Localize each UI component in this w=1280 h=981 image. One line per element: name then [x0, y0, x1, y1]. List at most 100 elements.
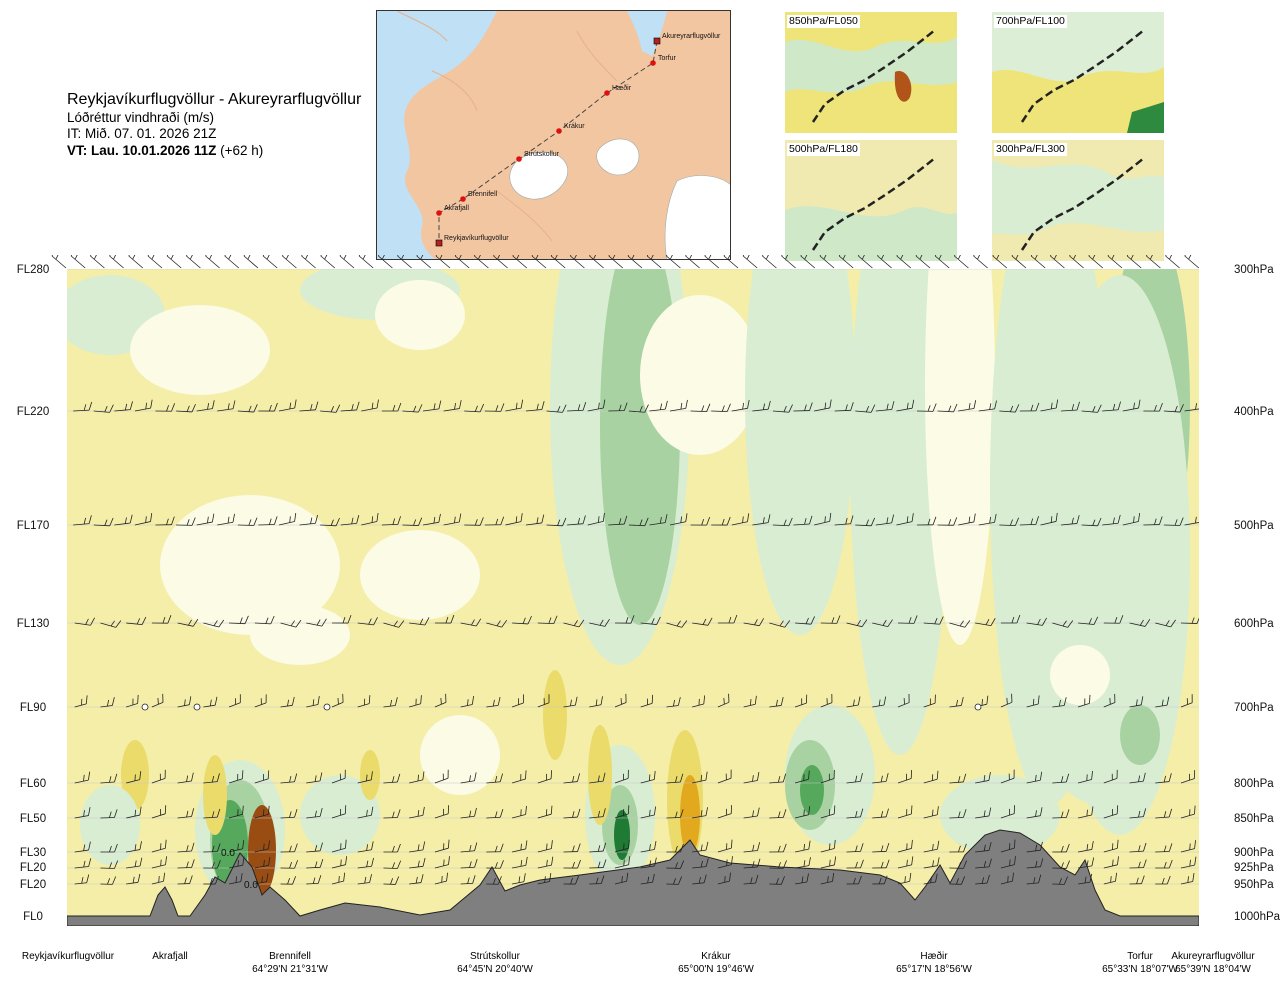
pressure-level-label: 700hPa [1234, 702, 1274, 714]
pressure-level-label: 950hPa [1234, 879, 1274, 891]
calm-marker [193, 703, 201, 711]
waypoint-marker[interactable] [650, 60, 656, 66]
wind-barb [743, 842, 761, 853]
field-contour [800, 765, 824, 815]
wind-barb [358, 255, 374, 269]
wind-barb [896, 513, 914, 526]
wind-barb [1077, 694, 1091, 708]
waypoint-label: Akureyrarflugvöllur [662, 33, 721, 40]
wind-barb [975, 858, 992, 869]
thumb-700[interactable]: 700hPa/FL100 [992, 12, 1164, 133]
wind-barb [278, 399, 297, 412]
wind-barb [846, 696, 861, 708]
route-layer: Akureyrarflugvöllur Torfur Hæðir Krákur Strú… [435, 33, 721, 247]
route-map-svg: Akureyrarflugvöllur Torfur Hæðir Krákur Strú… [377, 11, 730, 259]
waypoint-marker[interactable] [556, 128, 562, 134]
wind-barb [563, 696, 578, 708]
x-point-coord: 65°00'N 19°46'W [678, 964, 754, 975]
wind-barb [795, 873, 809, 885]
wind-barb [762, 255, 777, 269]
wind-barb [717, 805, 733, 819]
wind-barb [280, 876, 297, 885]
field-contour [680, 775, 700, 855]
x-point-name: Akrafjall [152, 951, 188, 962]
wind-barb [743, 772, 760, 784]
pressure-level-label: 1000hPa [1234, 911, 1280, 923]
wind-barb [937, 403, 958, 413]
wind-barb [306, 875, 322, 885]
wind-barb [537, 805, 553, 819]
field-contour [614, 810, 630, 860]
wind-barb [486, 876, 502, 885]
wind-barb [978, 400, 997, 412]
wind-barb [820, 694, 833, 708]
wind-barb [196, 400, 215, 412]
wind-barb [126, 841, 142, 853]
flight-level-label: FL90 [20, 702, 46, 714]
wind-barb [228, 770, 244, 784]
wind-barb [978, 513, 997, 526]
waypoint-label: Brennifell [468, 191, 498, 198]
wind-barb [203, 696, 218, 708]
wind-barb [229, 856, 245, 869]
wind-barb [589, 859, 607, 869]
wind-barb [563, 875, 579, 885]
thumb-300-label: 300hPa/FL300 [994, 143, 1067, 156]
wind-barb [872, 808, 889, 819]
pressure-level-label: 900hPa [1234, 847, 1274, 859]
wind-barb [512, 856, 528, 869]
wind-barb [1146, 255, 1161, 269]
wind-barb [422, 513, 441, 526]
wind-barb [820, 839, 836, 853]
wind-barb [74, 617, 95, 626]
wind-barb [666, 876, 683, 885]
thumb-500-route [811, 157, 936, 251]
waypoint-marker[interactable] [435, 239, 443, 247]
wind-barb [203, 859, 221, 869]
wind-barb [772, 517, 793, 527]
wind-barb [640, 770, 656, 784]
wind-barb [1180, 770, 1196, 784]
thumb-500-svg [785, 140, 957, 261]
wind-barb [434, 693, 447, 708]
thumb-850[interactable]: 850hPa/FL050 [785, 12, 957, 133]
wind-barb [666, 255, 681, 269]
wind-barb [589, 875, 605, 885]
wind-barb [1129, 875, 1145, 885]
waypoint-marker[interactable] [460, 196, 466, 202]
thumb-500[interactable]: 500hPa/FL180 [785, 140, 957, 261]
wind-barb [690, 516, 711, 526]
wind-barb [464, 517, 484, 526]
map-sea-west [377, 11, 497, 259]
wind-barb [711, 516, 731, 526]
wind-barb [820, 615, 841, 624]
wind-barb [666, 697, 681, 708]
wind-barb [74, 771, 91, 784]
wind-barb [484, 403, 505, 412]
wind-barb [1102, 514, 1121, 526]
wind-barb [537, 873, 552, 885]
pressure-level-label: 400hPa [1234, 406, 1274, 418]
wind-barb [229, 873, 243, 885]
wind-barb [731, 513, 750, 526]
wind-barb [166, 255, 182, 269]
wind-barb [692, 858, 709, 869]
wind-barb [177, 875, 193, 885]
waypoint-marker[interactable] [653, 37, 661, 45]
wind-barb [243, 255, 259, 269]
waypoint-marker[interactable] [516, 156, 522, 162]
wind-barb [949, 697, 964, 708]
thumb-300[interactable]: 300hPa/FL300 [992, 140, 1164, 261]
wind-barb [1180, 873, 1195, 885]
field-contour [925, 269, 995, 645]
wind-barb [74, 858, 92, 869]
wind-barb [975, 807, 992, 819]
wind-barb [923, 873, 938, 885]
wind-barb [383, 860, 402, 869]
waypoint-marker[interactable] [604, 90, 610, 96]
wind-barb [306, 772, 323, 784]
wind-barb [205, 255, 220, 269]
flight-level-label: FL20 [20, 862, 46, 874]
waypoint-marker[interactable] [436, 210, 442, 216]
wind-barb [627, 255, 643, 269]
